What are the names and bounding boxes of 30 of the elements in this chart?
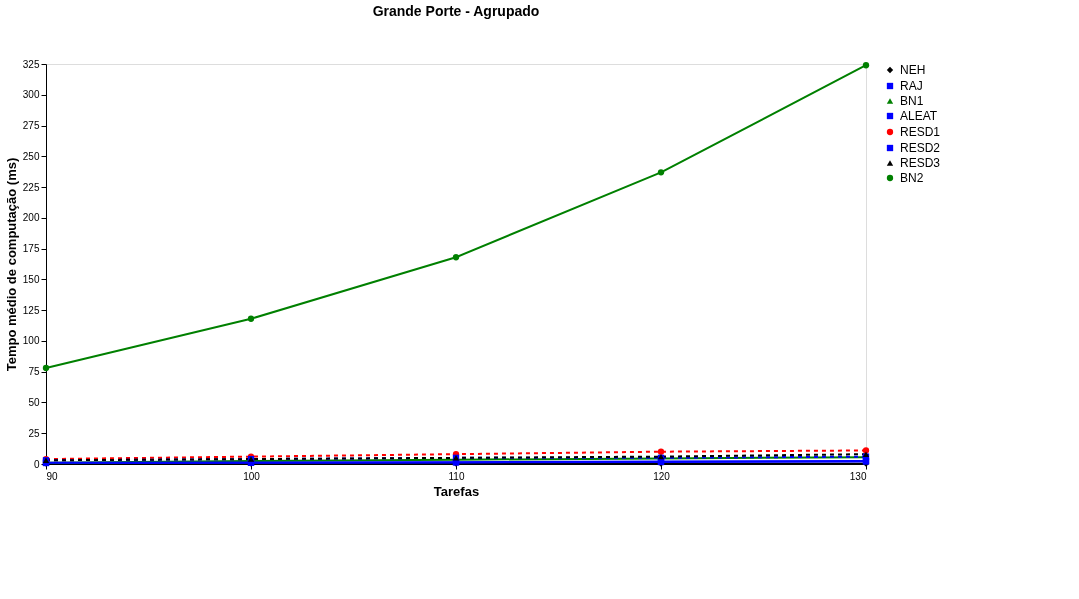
legend-label: NEH: [900, 63, 926, 77]
x-tick-label: 130: [849, 470, 867, 482]
y-tick-label: 150: [22, 273, 40, 285]
y-axis-title: Tempo médio de computação (ms): [3, 157, 19, 372]
x-axis-title: Tarefas: [433, 483, 480, 499]
legend-label: ALEAT: [900, 109, 938, 123]
x-tick-label: 100: [243, 470, 261, 482]
y-tick-label: 325: [22, 58, 40, 70]
y-tick-label: 175: [22, 243, 40, 255]
legend-label: BN2: [900, 171, 924, 185]
x-tick-label: 110: [448, 470, 465, 482]
y-tick-label: 250: [22, 150, 40, 162]
y-tick-label: 300: [22, 89, 40, 101]
y-tick-label: 225: [22, 181, 40, 193]
y-tick-label: 0: [33, 458, 40, 470]
y-tick-label: 200: [22, 212, 40, 224]
y-tick-label: 25: [28, 427, 40, 439]
legend-label: RESD1: [900, 125, 941, 139]
legend-label: RESD2: [900, 141, 941, 155]
x-tick-label: 90: [46, 470, 59, 482]
chart-title: Grande Porte - Agrupado: [372, 3, 540, 19]
y-tick-label: 100: [22, 335, 40, 347]
y-tick-label: 75: [28, 366, 40, 378]
y-tick-label: 125: [22, 304, 40, 316]
legend-label: BN1: [900, 94, 924, 108]
legend-label: RAJ: [900, 79, 923, 93]
legend-label: RESD3: [900, 156, 941, 170]
x-tick-label: 120: [653, 470, 671, 482]
y-tick-label: 275: [22, 120, 40, 132]
y-tick-label: 50: [28, 396, 40, 408]
